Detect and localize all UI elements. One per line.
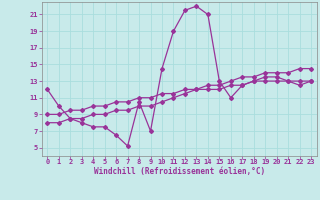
X-axis label: Windchill (Refroidissement éolien,°C): Windchill (Refroidissement éolien,°C) (94, 167, 265, 176)
